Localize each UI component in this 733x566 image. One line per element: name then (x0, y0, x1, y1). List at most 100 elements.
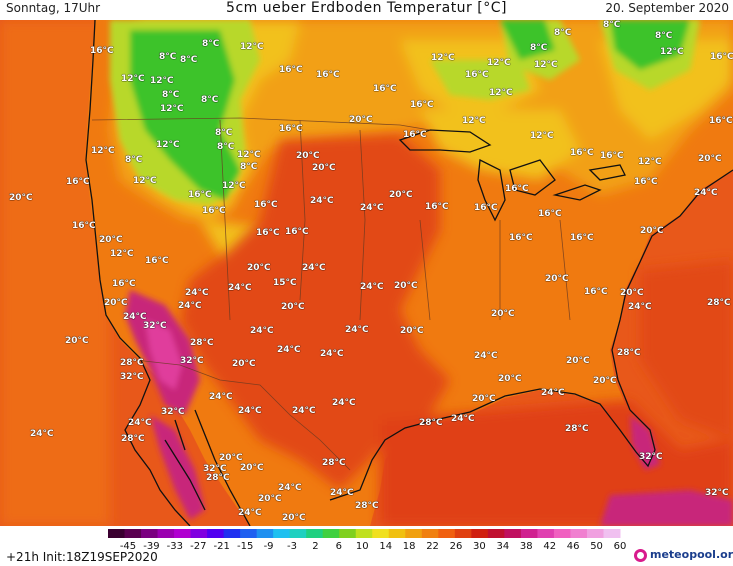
temperature-label: 16°C (403, 130, 427, 140)
valid-date-label: 20. September 2020 (605, 1, 729, 15)
gulf-coastline (194, 388, 656, 526)
legend-tick: -33 (166, 541, 184, 552)
temperature-label: 20°C (240, 463, 264, 473)
legend-swatch (190, 529, 208, 538)
map-header: Sonntag, 17Uhr 5cm ueber Erdboden Temper… (0, 0, 733, 20)
legend-swatch (405, 529, 423, 538)
temperature-label: 24°C (277, 345, 301, 355)
legend-swatch (207, 529, 225, 538)
temperature-label: 24°C (474, 351, 498, 361)
temperature-label: 16°C (285, 227, 309, 237)
temperature-label: 12°C (530, 131, 554, 141)
temperature-label: 24°C (292, 406, 316, 416)
logo-icon (634, 549, 647, 562)
legend-tick: -39 (143, 541, 160, 552)
temperature-label: 16°C (373, 84, 397, 94)
temperature-label: 32°C (143, 321, 167, 331)
temperature-label: 24°C (310, 196, 334, 206)
temperature-label: 32°C (705, 488, 729, 498)
temperature-label: 20°C (104, 298, 128, 308)
temperature-label: 8°C (217, 142, 235, 152)
temperature-label: 16°C (634, 177, 658, 187)
temperature-label: 24°C (345, 325, 369, 335)
legend-swatch (487, 529, 505, 538)
temperature-label: 16°C (145, 256, 169, 266)
state-line (219, 119, 571, 321)
temperature-label: 28°C (190, 338, 214, 348)
legend-swatch (339, 529, 357, 538)
legend-tick-labels: -45 -39 -33 -27 -21 -15 -9 -3 2 6 10 14 18 22 26 30 34 38… (0, 541, 733, 553)
temperature-label: 20°C (247, 263, 271, 273)
temperature-label: 12°C (660, 47, 684, 57)
legend-swatch (570, 529, 588, 538)
temperature-label: 20°C (698, 154, 722, 164)
legend-swatch (157, 529, 175, 538)
legend-tick: 38 (519, 541, 533, 552)
legend-swatch (174, 529, 192, 538)
temperature-label: 16°C (202, 206, 226, 216)
legend-tick: 18 (402, 541, 416, 552)
temperature-label: 8°C (655, 31, 673, 41)
temperature-label: 24°C (360, 203, 384, 213)
temperature-label: 16°C (279, 124, 303, 134)
temperature-label: 24°C (30, 429, 54, 439)
mexico-border (134, 359, 351, 471)
temperature-label: 12°C (160, 104, 184, 114)
temperature-label: 20°C (498, 374, 522, 384)
temperature-label: 12°C (91, 146, 115, 156)
temperature-label: 12°C (222, 181, 246, 191)
temperature-label: 16°C (710, 52, 733, 62)
temperature-label: 12°C (150, 76, 174, 86)
legend-tick: 34 (496, 541, 510, 552)
map-canvas (0, 20, 733, 526)
temperature-label: 20°C (99, 235, 123, 245)
temperature-label: 12°C (133, 176, 157, 186)
temperature-label: 28°C (206, 473, 230, 483)
legend-tick: 10 (355, 541, 369, 552)
temperature-label: 8°C (603, 20, 621, 30)
temperature-label: 32°C (180, 356, 204, 366)
temperature-label: 20°C (349, 115, 373, 125)
temperature-label: 28°C (120, 358, 144, 368)
temperature-label: 20°C (258, 494, 282, 504)
temperature-label: 20°C (593, 376, 617, 386)
temperature-label: 20°C (640, 226, 664, 236)
temperature-label: 20°C (566, 356, 590, 366)
temperature-label: 20°C (312, 163, 336, 173)
temperature-label: 20°C (394, 281, 418, 291)
legend-tick: 2 (312, 541, 319, 552)
legend-tick: 26 (449, 541, 463, 552)
temperature-label: 20°C (472, 394, 496, 404)
temperature-label: 16°C (425, 202, 449, 212)
logo-text: meteopool.org (650, 548, 733, 561)
legend-swatch (438, 529, 456, 538)
temperature-label: 28°C (419, 418, 443, 428)
temperature-label: 12°C (110, 249, 134, 259)
temperature-label: 20°C (282, 513, 306, 523)
temperature-label: 24°C (238, 406, 262, 416)
temperature-label: 16°C (570, 233, 594, 243)
legend-tick: 42 (543, 541, 557, 552)
temperature-label: 24°C (185, 288, 209, 298)
temperature-label: 24°C (320, 349, 344, 359)
temperature-label: 16°C (254, 200, 278, 210)
legend-swatch (537, 529, 555, 538)
legend-swatch (471, 529, 489, 538)
temperature-label: 24°C (302, 263, 326, 273)
legend-swatch (603, 529, 621, 538)
temperature-label: 28°C (617, 348, 641, 358)
pacific-coastline (85, 20, 191, 526)
temperature-label: 32°C (203, 464, 227, 474)
temperature-label: 12°C (489, 88, 513, 98)
temperature-label: 8°C (201, 95, 219, 105)
temperature-label: 20°C (620, 288, 644, 298)
temperature-label: 24°C (541, 388, 565, 398)
legend-tick: 30 (473, 541, 486, 552)
legend-swatch (553, 529, 571, 538)
temperature-label: 20°C (545, 274, 569, 284)
temperature-label: 24°C (228, 283, 252, 293)
temperature-label: 8°C (180, 55, 198, 65)
legend-tick: 60 (613, 541, 627, 552)
legend-swatch (520, 529, 538, 538)
temperature-label: 28°C (322, 458, 346, 468)
